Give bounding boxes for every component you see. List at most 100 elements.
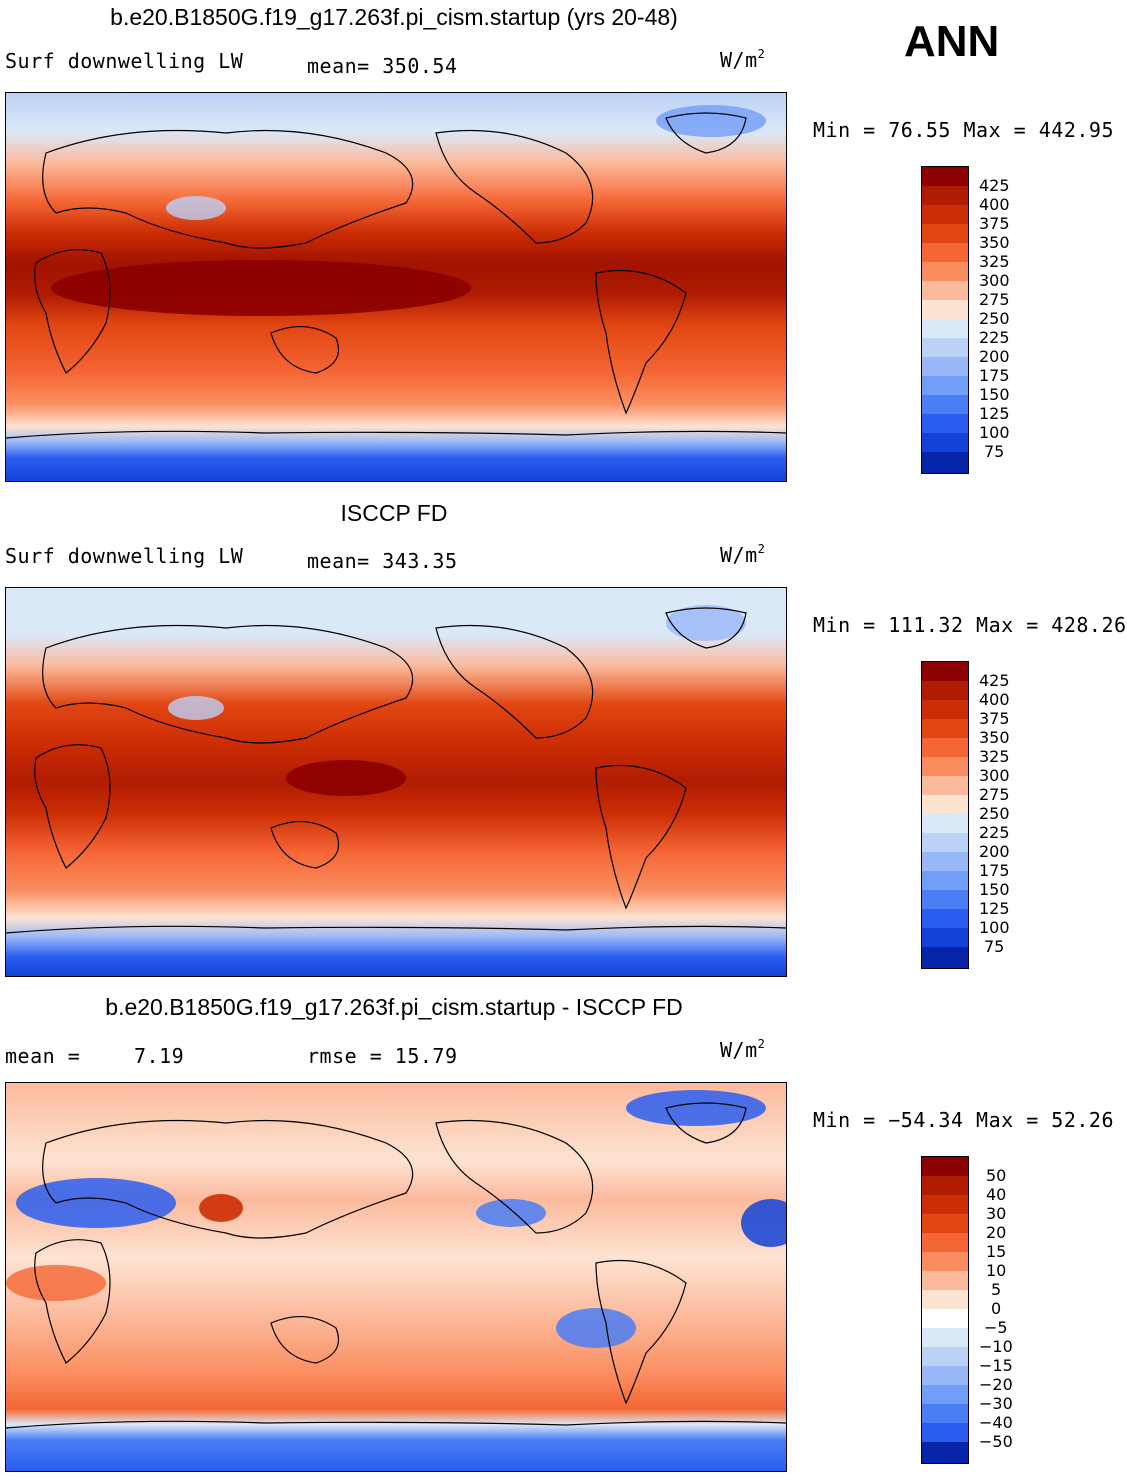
panel-3-colorbar-label: 30 [986,1204,1007,1223]
panel-2-coastlines [6,607,786,934]
panel-2-colorbar-swatch-2 [922,681,968,701]
panel-3-colorbar-label: −10 [979,1337,1013,1356]
panel-2-minmax: Min = 111.32 Max = 428.26 [813,613,1127,637]
panel-3-colorbar-swatch-10 [922,1328,968,1348]
panel-2-colorbar-label: 300 [979,766,1010,785]
panel-3-colorbar-swatch-6 [922,1252,968,1272]
panel-2-colorbar-label: 75 [984,937,1005,956]
panel-2-colorbar-swatch-7 [922,776,968,796]
panel-1-colorbar-label: 75 [984,442,1005,461]
panel-1-colorbar-label: 300 [979,271,1010,290]
panel-3-colorbar-swatch-2 [922,1176,968,1196]
panel-2-colorbar-label: 425 [979,671,1010,690]
panel-1-colorbar-label: 175 [979,366,1010,385]
panel-3-colorbar-swatch-12 [922,1366,968,1386]
panel-1-colorbar-swatch-14 [922,414,968,434]
panel-2-colorbar-label: 200 [979,842,1010,861]
panel-3-colorbar-label: −50 [979,1432,1013,1451]
panel-2-colorbar-swatch-6 [922,757,968,777]
panel-3-rmse-text: rmse = 15.79 [307,1044,458,1068]
panel-3-colorbar-swatch-11 [922,1347,968,1367]
panel-3-map [5,1082,787,1472]
panel-3-colorbar [921,1156,969,1464]
panel-2-colorbar-swatch-11 [922,852,968,872]
panel-1-colorbar-swatch-7 [922,281,968,301]
panel-3-colorbar-swatch-15 [922,1423,968,1443]
panel-3-colorbar-swatch-7 [922,1271,968,1291]
panel-1-colorbar-label: 250 [979,309,1010,328]
panel-3-colorbar-label: 20 [986,1223,1007,1242]
panel-3-colorbar-label: −20 [979,1375,1013,1394]
panel-1-colorbar-label: 325 [979,252,1010,271]
panel-1-colorbar-label: 425 [979,176,1010,195]
panel-1-title: b.e20.B1850G.f19_g17.263f.pi_cism.startu… [110,4,678,30]
panel-1-map [5,92,787,482]
panel-1-colorbar-label: 150 [979,385,1010,404]
panel-2-colorbar-swatch-12 [922,871,968,891]
panel-1-units: W/m2 [720,47,766,72]
panel-3-minmax: Min = −54.34 Max = 52.26 [813,1108,1114,1132]
panel-2-units: W/m2 [720,542,766,567]
panel-1-colorbar [921,166,969,474]
panel-1-colorbar-swatch-9 [922,319,968,339]
panel-2-colorbar-swatch-13 [922,890,968,910]
panel-1-minmax: Min = 76.55 Max = 442.95 [813,118,1114,142]
panel-3-colorbar-swatch-4 [922,1214,968,1234]
panel-2-colorbar-swatch-10 [922,833,968,853]
panel-2-title: ISCCP FD [340,500,448,526]
panel-3-colorbar-swatch-3 [922,1195,968,1215]
panel-3-colorbar-swatch-13 [922,1385,968,1405]
panel-3-colorbar-label: −40 [979,1413,1013,1432]
panel-1-colorbar-label: 275 [979,290,1010,309]
panel-3-colorbar-label: −30 [979,1394,1013,1413]
panel-2-mean-text: mean= 343.35 [307,549,458,573]
panel-1-map-svg [6,93,786,481]
panel-1-colorbar-label: 375 [979,214,1010,233]
panel-1-colorbar-swatch-2 [922,186,968,206]
panel-2-colorbar-swatch-8 [922,795,968,815]
panel-3-colorbar-label: 40 [986,1185,1007,1204]
panel-2-colorbar-swatch-3 [922,700,968,720]
panel-2-colorbar-label: 350 [979,728,1010,747]
panel-1-colorbar-label: 100 [979,423,1010,442]
panel-3-colorbar-swatch-16 [922,1442,968,1463]
panel-2-colorbar-label: 175 [979,861,1010,880]
panel-3-colorbar-swatch-5 [922,1233,968,1253]
panel-1-colorbar-swatch-12 [922,376,968,396]
panel-3-colorbar-label: −5 [984,1318,1008,1337]
panel-3-colorbar-label: 10 [986,1261,1007,1280]
panel-2-colorbar-label: 225 [979,823,1010,842]
panel-3-colorbar-label: 50 [986,1166,1007,1185]
panel-2-colorbar-label: 400 [979,690,1010,709]
panel-1-colorbar-label: 125 [979,404,1010,423]
panel-1-colorbar-swatch-1 [922,167,968,187]
panel-2-colorbar-label: 150 [979,880,1010,899]
panel-1-colorbar-swatch-8 [922,300,968,320]
panel-3-units: W/m2 [720,1037,766,1062]
panel-1-colorbar-swatch-4 [922,224,968,244]
panel-1-colorbar-swatch-16 [922,452,968,473]
panel-3-colorbar-label: −15 [979,1356,1013,1375]
panel-3-map-svg [6,1083,786,1471]
panel-1-colorbar-label: 350 [979,233,1010,252]
panel-2-colorbar-label: 250 [979,804,1010,823]
panel-1-coastlines [6,112,786,439]
panel-1-colorbar-swatch-6 [922,262,968,282]
panel-1-colorbar-swatch-10 [922,338,968,358]
panel-3-mean-value: 7.19 [134,1044,185,1068]
panel-2-map-svg [6,588,786,976]
panel-2-colorbar-swatch-5 [922,738,968,758]
panel-1-colorbar-swatch-13 [922,395,968,415]
panel-3-coastlines [6,1102,786,1429]
panel-1-mean-text: mean= 350.54 [307,54,458,78]
panel-2-colorbar-label: 325 [979,747,1010,766]
panel-2-colorbar-swatch-16 [922,947,968,968]
panel-3-colorbar-swatch-8 [922,1290,968,1310]
panel-3-colorbar-label: 5 [991,1280,1002,1299]
panel-3-colorbar-swatch-9 [922,1309,968,1329]
panel-2-colorbar-label: 275 [979,785,1010,804]
panel-3-colorbar-swatch-14 [922,1404,968,1424]
panel-2-colorbar-label: 100 [979,918,1010,937]
panel-1-colorbar-label: 225 [979,328,1010,347]
